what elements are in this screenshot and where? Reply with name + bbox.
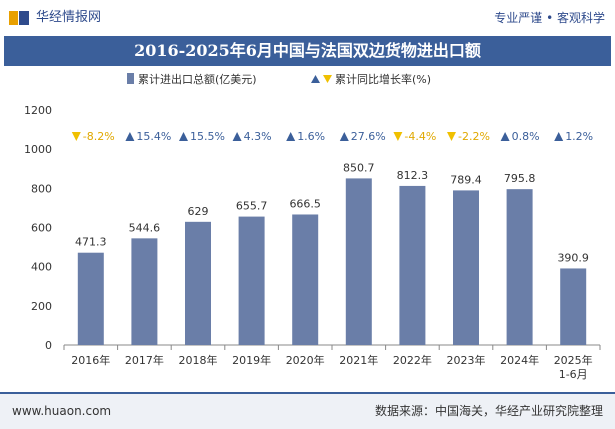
growth-rate-label: 15.5%	[190, 130, 225, 143]
y-tick-label: 0	[45, 339, 52, 352]
bar	[185, 221, 211, 345]
x-category-label: 2020年	[286, 353, 325, 367]
bar	[560, 268, 587, 345]
growth-rate-label: 4.3%	[244, 130, 272, 143]
x-category-label: 1-6月	[559, 368, 588, 381]
bar-value-label: 655.7	[236, 200, 268, 213]
bar	[131, 238, 158, 345]
growth-rate-label: -8.2%	[83, 130, 115, 143]
growth-up-triangle-icon	[500, 132, 510, 141]
bar	[77, 252, 104, 345]
x-category-label: 2023年	[447, 353, 486, 367]
growth-up-triangle-icon	[554, 132, 564, 141]
growth-up-triangle-icon	[125, 132, 135, 141]
x-category-label: 2022年	[393, 353, 432, 367]
bar	[506, 189, 533, 345]
bar-value-label: 471.3	[75, 236, 107, 249]
x-category-label: 2019年	[232, 353, 271, 367]
growth-up-triangle-icon	[179, 132, 188, 141]
footer-website: www.huaon.com	[12, 404, 112, 418]
legend-growth-label: 累计同比增长率(%)	[335, 72, 431, 86]
footer: www.huaon.com 数据来源：中国海关，华经产业研究院整理	[0, 392, 615, 429]
bar	[238, 216, 265, 345]
bar-value-label: 544.6	[129, 221, 161, 234]
y-tick-label: 1200	[24, 104, 52, 117]
growth-up-triangle-icon	[286, 132, 296, 141]
x-category-label: 2016年	[71, 353, 110, 367]
y-tick-label: 400	[31, 261, 52, 274]
x-category-label: 2018年	[179, 353, 218, 367]
growth-up-triangle-icon	[339, 132, 349, 141]
x-category-label: 2017年	[125, 353, 164, 367]
bar-value-label: 390.9	[557, 251, 589, 264]
top-bar: 华经情报网 专业严谨 • 客观科学	[0, 0, 615, 36]
bar-chart: 累计进出口总额(亿美元) 累计同比增长率(%) 0 200 400 600 800 1000 1…	[24, 72, 601, 381]
tagline: 专业严谨 • 客观科学	[494, 11, 605, 25]
brand-logo-icon	[9, 11, 29, 25]
bar-value-label: 812.3	[397, 169, 429, 182]
growth-rate-label: 27.6%	[351, 130, 386, 143]
y-tick-label: 1000	[24, 143, 52, 156]
legend-amount-label: 累计进出口总额(亿美元)	[138, 72, 257, 86]
bar	[453, 190, 479, 345]
brand-name: 华经情报网	[36, 10, 102, 25]
y-tick-label: 600	[31, 222, 52, 235]
growth-rate-label: 1.6%	[297, 130, 325, 143]
x-category-label: 2021年	[339, 353, 378, 367]
bar-value-label: 795.8	[504, 172, 536, 185]
bar	[399, 185, 426, 345]
y-tick-label: 800	[31, 182, 52, 195]
growth-down-triangle-icon	[447, 132, 456, 141]
legend-up-triangle-icon	[311, 75, 320, 83]
growth-rate-label: 0.8%	[512, 130, 540, 143]
bar	[345, 178, 372, 345]
growth-rate-label: 15.4%	[136, 130, 171, 143]
x-category-label: 2024年	[500, 353, 539, 367]
growth-rate-label: -2.2%	[458, 130, 490, 143]
growth-down-triangle-icon	[71, 132, 81, 141]
bar-value-label: 629	[188, 205, 209, 218]
bar-value-label: 789.4	[450, 173, 482, 186]
growth-rate-label: -4.4%	[404, 130, 436, 143]
footer-source: 数据来源：中国海关，华经产业研究院整理	[374, 404, 603, 418]
growth-rate-label: 1.2%	[565, 130, 593, 143]
bar-value-label: 850.7	[343, 161, 375, 174]
x-category-label: 2025年	[554, 353, 593, 367]
chart-title: 2016-2025年6月中国与法国双边货物进出口额	[4, 36, 611, 66]
growth-down-triangle-icon	[393, 132, 403, 141]
legend-down-triangle-icon	[323, 75, 332, 83]
growth-up-triangle-icon	[232, 132, 242, 141]
y-tick-label: 200	[31, 300, 52, 313]
bar	[292, 214, 319, 345]
bar-value-label: 666.5	[289, 197, 321, 210]
legend-amount-swatch	[127, 73, 134, 84]
